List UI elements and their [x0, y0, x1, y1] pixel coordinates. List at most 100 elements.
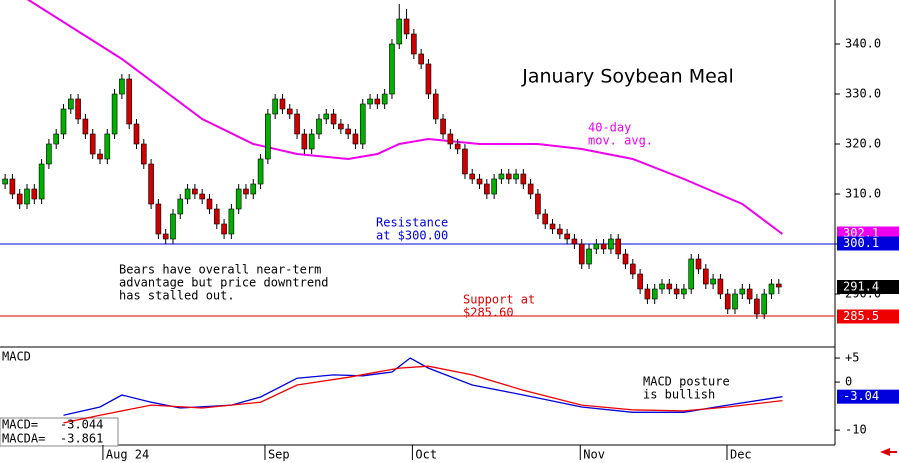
- candle-body: [695, 258, 702, 270]
- candle-body: [549, 223, 556, 230]
- candle-body: [104, 133, 111, 160]
- candle-body: [717, 278, 724, 295]
- candle-body: [38, 163, 45, 200]
- candle-body: [608, 238, 614, 250]
- candle-body: [294, 113, 300, 135]
- candle-body: [469, 173, 476, 180]
- candle-body: [425, 63, 432, 95]
- level-label: at $300.00: [376, 229, 448, 243]
- candle-body: [367, 98, 373, 105]
- candle-body: [688, 258, 695, 290]
- x-tick-label: Aug 24: [106, 448, 149, 462]
- arrow-icon: [880, 448, 897, 456]
- candle-body: [768, 283, 775, 295]
- candle-body: [418, 53, 424, 65]
- candle-body: [374, 98, 381, 105]
- macd-line: [63, 357, 783, 416]
- candle-body: [345, 128, 351, 135]
- candle-body: [381, 93, 388, 105]
- annotation: Bears have overall near-term: [119, 263, 321, 277]
- candle-body: [31, 188, 38, 200]
- candle-body: [243, 188, 249, 195]
- candle-body: [2, 178, 8, 185]
- candle-body: [659, 283, 665, 290]
- candle-body: [46, 143, 52, 165]
- candle-body: [761, 293, 768, 315]
- candle-body: [111, 93, 118, 135]
- candle-body: [133, 123, 140, 145]
- candle-body: [206, 198, 213, 210]
- x-tick-label: Nov: [583, 448, 605, 462]
- candle-body: [411, 33, 417, 55]
- candle-body: [666, 283, 673, 290]
- price-tag-label: -3.04: [843, 389, 879, 403]
- candle-body: [673, 288, 680, 295]
- candle-body: [732, 293, 738, 310]
- candle-body: [338, 123, 344, 130]
- annotation: has stalled out.: [119, 289, 235, 303]
- candle-body: [447, 133, 454, 145]
- candle-body: [228, 208, 235, 235]
- candle-body: [396, 18, 403, 45]
- macd-line: [63, 365, 783, 424]
- candle-body: [330, 113, 337, 125]
- chart-title: January Soybean Meal: [521, 66, 733, 88]
- candle-body: [184, 188, 191, 200]
- candle-body: [148, 163, 154, 205]
- candle-body: [89, 133, 96, 155]
- candle-body: [535, 193, 541, 215]
- candle-body: [155, 203, 162, 235]
- candle-body: [67, 98, 74, 110]
- candle-body: [432, 93, 439, 120]
- level-label: $285.60: [463, 306, 514, 320]
- candle-body: [403, 18, 410, 35]
- candle-body: [272, 98, 278, 115]
- panel-title: MACD: [2, 350, 31, 364]
- candle-body: [586, 248, 592, 265]
- candle-body: [53, 133, 60, 145]
- level-label: Support at: [463, 293, 535, 307]
- y-tick-label: -10: [845, 423, 867, 437]
- candle-body: [286, 108, 293, 115]
- candle-body: [454, 143, 461, 150]
- candle-body: [571, 238, 578, 245]
- moving-average: [26, 0, 783, 235]
- candle-body: [140, 143, 147, 165]
- readout-value: -3.861: [60, 432, 103, 446]
- candle-body: [199, 193, 205, 200]
- candle-body: [119, 78, 125, 95]
- candle-body: [578, 243, 585, 265]
- candle-body: [213, 208, 220, 225]
- y-tick-label: 330.0: [845, 87, 881, 101]
- candle-body: [520, 173, 527, 185]
- candle-body: [775, 283, 782, 288]
- candle-body: [505, 173, 512, 180]
- candle-body: [359, 103, 366, 145]
- candle-body: [754, 298, 760, 315]
- price-tag-label: 300.1: [843, 236, 879, 250]
- annotation: is bullish: [643, 388, 715, 402]
- candle-body: [235, 188, 242, 210]
- candle-body: [484, 183, 490, 195]
- candle-body: [462, 148, 468, 175]
- level-label: Resistance: [376, 216, 448, 230]
- candle-body: [9, 178, 16, 195]
- candle-body: [316, 118, 322, 135]
- candle-body: [221, 223, 227, 235]
- price-tag: [837, 389, 899, 404]
- candle-body: [651, 288, 658, 300]
- candle-body: [513, 173, 519, 180]
- readout-label: MACD=: [2, 418, 38, 432]
- candle-body: [622, 253, 629, 265]
- candle-body: [192, 188, 198, 195]
- candle-body: [637, 273, 643, 290]
- x-tick-label: Oct: [415, 448, 437, 462]
- candle-body: [265, 113, 271, 160]
- candle-body: [323, 113, 330, 120]
- price-tag: [837, 309, 899, 324]
- price-tag: [837, 280, 899, 294]
- candle-body: [16, 193, 23, 205]
- y-tick-label: 340.0: [845, 37, 881, 51]
- candle-body: [250, 183, 257, 195]
